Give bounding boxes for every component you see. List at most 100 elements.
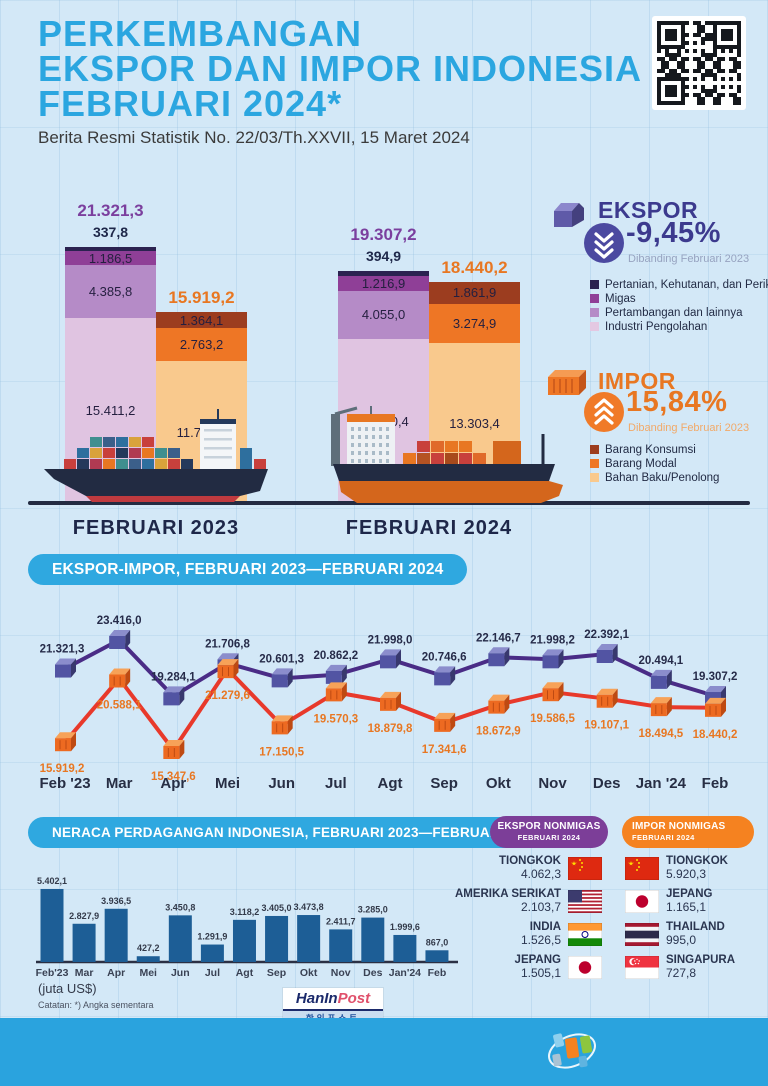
neraca-footnote: Catatan: *) Angka sementara bbox=[38, 1000, 154, 1010]
impor-nonmigas-list: TIONGKOK 5.920,3 JEPANG 1.165,1 THAILAND… bbox=[625, 853, 768, 985]
line-point-label: 19.284,1 bbox=[151, 671, 196, 683]
line-point-label: 18.494,5 bbox=[638, 728, 683, 740]
line-point-label: 15.919,2 bbox=[40, 763, 85, 775]
ekspor-impor-line-chart: 21.321,3 23.416,0 19.284,1 21.706,8 20.601,3… bbox=[39, 615, 737, 792]
footer-band: BADAN PUSAT STATISTIK https://www.bps.go… bbox=[0, 1018, 768, 1086]
x-axis-label: Des bbox=[593, 775, 621, 792]
ekspor-pct-change: -9,45% bbox=[626, 217, 721, 249]
legend-item-label: Pertambangan dan lainnya bbox=[605, 306, 743, 319]
neraca-bar-label: 1.999,6 bbox=[390, 922, 420, 932]
country-value: 4.062,3 bbox=[520, 867, 561, 881]
ekspor-nonmigas-header: EKSPOR NONMIGAS FEBRUARI 2024 bbox=[490, 816, 608, 848]
group-period-label: FEBRUARI 2023 bbox=[72, 517, 240, 539]
impor-panel-title: IMPOR bbox=[598, 368, 676, 394]
ekspor-nonmigas-subtitle: FEBRUARI 2024 bbox=[517, 833, 581, 842]
legend-color-chip bbox=[590, 459, 599, 468]
country-value: 5.920,3 bbox=[666, 867, 707, 881]
ekspor-top-segment-label: 337,8 bbox=[92, 224, 129, 241]
x-axis-label: Feb bbox=[702, 775, 729, 792]
line-point-label: 22.392,1 bbox=[584, 629, 629, 641]
line-point-label: 20.862,2 bbox=[313, 650, 358, 662]
country-cell: TIONGKOK 4.062,3 bbox=[499, 855, 561, 881]
line-point-label: 19.586,5 bbox=[530, 713, 575, 725]
neraca-bar bbox=[265, 915, 289, 962]
neraca-bar bbox=[232, 919, 256, 962]
impor-compare-note: Dibanding Februari 2023 bbox=[628, 422, 750, 434]
legend-item: Bahan Baku/Penolong bbox=[590, 472, 719, 484]
segment-value-label: 2.763,2 bbox=[179, 337, 224, 353]
ekspor-marker bbox=[109, 630, 131, 649]
neraca-unit-label: (juta US$) bbox=[38, 981, 97, 996]
neraca-bar bbox=[72, 923, 96, 962]
nonmigas-row: TIONGKOK 5.920,3 bbox=[625, 853, 768, 883]
ekspor-compare-note: Dibanding Februari 2023 bbox=[628, 253, 750, 265]
neraca-x-label: Agt bbox=[236, 967, 254, 979]
stack-segment: 4.385,8 bbox=[65, 265, 156, 319]
legend-item: Migas bbox=[590, 292, 768, 305]
neraca-bar-label: 3.450,8 bbox=[165, 902, 195, 912]
country-name: THAILAND bbox=[666, 921, 725, 933]
line-point-label: 17.150,5 bbox=[259, 746, 304, 758]
decrease-badge-icon bbox=[584, 223, 624, 263]
neraca-x-label: Apr bbox=[107, 967, 125, 979]
neraca-x-label: Mei bbox=[139, 967, 157, 979]
ekspor-nonmigas-list: TIONGKOK 4.062,3 AMERIKA SERIKAT 2.103,7… bbox=[430, 853, 602, 985]
country-name: TIONGKOK bbox=[499, 855, 561, 867]
neraca-x-label: Okt bbox=[300, 967, 318, 979]
nonmigas-row: JEPANG 1.505,1 bbox=[430, 952, 602, 982]
impor-marker bbox=[542, 682, 564, 702]
ekspor-total-label: 21.321,3 bbox=[77, 201, 144, 221]
country-cell: AMERIKA SERIKAT 2.103,7 bbox=[455, 888, 561, 914]
impor-marker bbox=[596, 688, 618, 708]
legend-item: Pertanian, Kehutanan, dan Perikanan bbox=[590, 279, 768, 291]
neraca-bar bbox=[297, 915, 321, 962]
country-name: JEPANG bbox=[666, 888, 713, 900]
stack-segment: 1.186,5 bbox=[65, 250, 156, 266]
segment-value-label: 1.364,1 bbox=[179, 312, 224, 328]
neraca-x-label: Nov bbox=[331, 967, 351, 979]
country-value: 1.505,1 bbox=[520, 966, 561, 980]
line-point-label: 19.570,3 bbox=[313, 713, 358, 725]
impor-legend: Barang Konsumsi Barang Modal Bahan Baku/Pe… bbox=[590, 444, 719, 486]
ekspor-marker bbox=[542, 649, 564, 669]
ekspor-impor-section-title: EKSPOR-IMPOR, FEBRUARI 2023—FEBRUARI 202… bbox=[28, 554, 468, 585]
x-axis-label: Jun bbox=[268, 775, 295, 792]
line-point-label: 21.706,8 bbox=[205, 638, 250, 650]
x-axis-label: Agt bbox=[378, 775, 403, 792]
line-point-label: 20.746,6 bbox=[422, 651, 467, 663]
jp-flag-icon bbox=[568, 955, 602, 979]
line-point-label: 20.494,1 bbox=[638, 655, 683, 667]
neraca-x-label: Jun bbox=[171, 967, 190, 979]
ekspor-marker bbox=[325, 664, 347, 684]
neraca-bar-label: 5.402,1 bbox=[37, 876, 67, 886]
legend-color-chip bbox=[590, 280, 599, 289]
line-point-label: 21.279,6 bbox=[205, 690, 250, 702]
cargo-ship-2023-illustration bbox=[44, 409, 268, 502]
nonmigas-row: THAILAND 995,0 bbox=[625, 919, 768, 949]
neraca-bar-label: 3.936,5 bbox=[101, 896, 131, 906]
title-line-2: EKSPOR DAN IMPOR INDONESIA bbox=[38, 48, 643, 89]
country-value: 1.165,1 bbox=[666, 900, 707, 914]
x-axis-label: Sep bbox=[430, 775, 458, 792]
line-point-label: 20.588,1 bbox=[97, 700, 142, 712]
cn-flag-icon bbox=[568, 856, 602, 880]
segment-value-label: 15.411,2 bbox=[85, 403, 136, 418]
bps-logo-icon bbox=[548, 1033, 596, 1069]
ekspor-top-segment-label: 394,9 bbox=[365, 248, 402, 265]
group-period-label: FEBRUARI 2024 bbox=[345, 517, 513, 539]
neraca-x-label: Feb bbox=[428, 967, 447, 979]
impor-nonmigas-header: IMPOR NONMIGAS FEBRUARI 2024 bbox=[622, 816, 754, 848]
neraca-bar-label: 3.405,0 bbox=[262, 903, 292, 913]
title-line-3: FEBRUARI 2024* bbox=[38, 83, 343, 124]
legend-item-label: Migas bbox=[605, 292, 636, 305]
line-point-label: 17.341,6 bbox=[422, 744, 467, 756]
impor-summary-panel: IMPOR 15,84% Dibanding Februari 2023 Bar… bbox=[540, 360, 768, 520]
neraca-x-label: Jan'24 bbox=[389, 967, 421, 979]
legend-color-chip bbox=[590, 445, 599, 454]
neraca-bar bbox=[104, 908, 128, 962]
segment-value-label: 1.186,5 bbox=[88, 250, 133, 266]
country-cell: THAILAND 995,0 bbox=[666, 921, 725, 947]
ekspor-marker bbox=[55, 658, 76, 678]
neraca-x-label: Mar bbox=[75, 967, 94, 979]
